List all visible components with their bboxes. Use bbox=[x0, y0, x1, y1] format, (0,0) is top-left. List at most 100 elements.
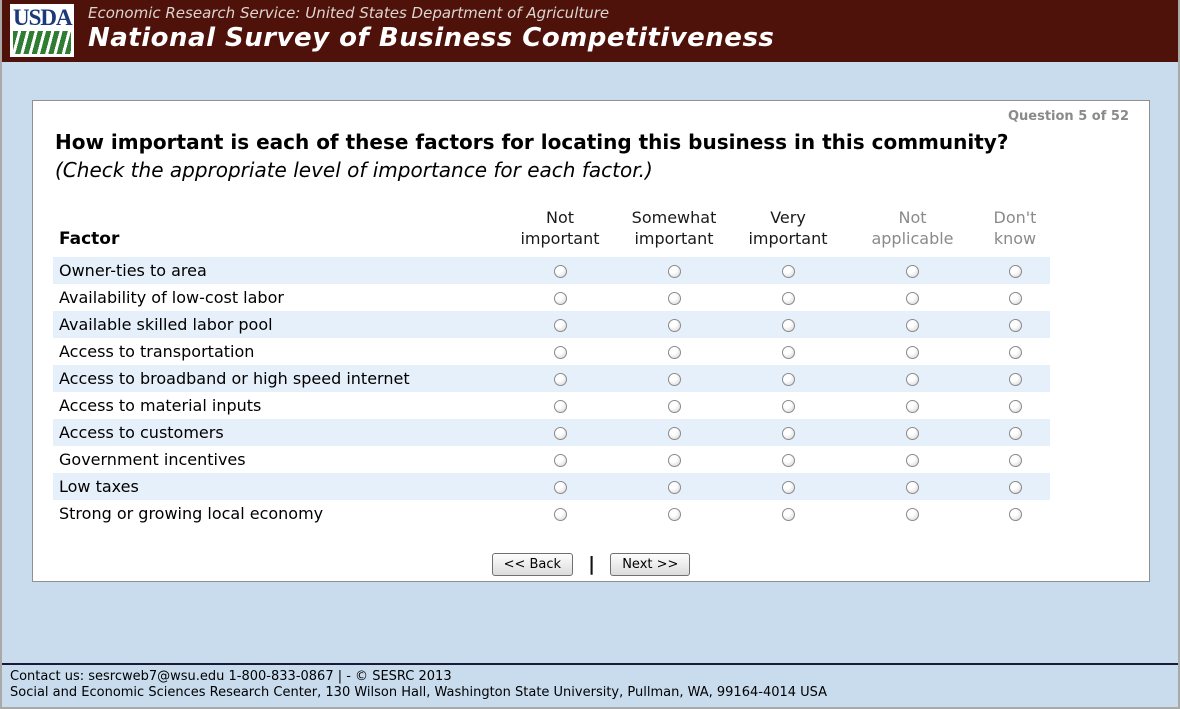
radio-cell bbox=[503, 311, 617, 338]
header-text: Economic Research Service: United States… bbox=[88, 0, 1178, 53]
radio-very-important[interactable] bbox=[781, 345, 795, 359]
radio-cell bbox=[617, 473, 731, 500]
factor-label: Access to material inputs bbox=[59, 395, 262, 415]
next-button[interactable]: Next >> bbox=[610, 553, 691, 577]
table-row: Access to material inputs bbox=[53, 392, 1050, 419]
radio-somewhat-important[interactable] bbox=[667, 291, 681, 305]
radio-not-applicable[interactable] bbox=[906, 345, 919, 359]
radio-very-important[interactable] bbox=[781, 318, 795, 332]
radio-not-important[interactable] bbox=[553, 507, 567, 521]
radio-somewhat-important[interactable] bbox=[667, 426, 681, 440]
radio-not-applicable[interactable] bbox=[906, 507, 919, 521]
factor-label: Access to customers bbox=[59, 422, 224, 442]
radio-not-important[interactable] bbox=[553, 453, 567, 467]
column-header-factor: Factor bbox=[59, 228, 120, 249]
column-header-very-important: Very important bbox=[748, 208, 828, 248]
radio-cell bbox=[503, 419, 617, 446]
radio-very-important[interactable] bbox=[781, 453, 795, 467]
radio-cell bbox=[617, 284, 731, 311]
radio-dont-know[interactable] bbox=[1008, 480, 1022, 494]
question-text: How important is each of these factors f… bbox=[55, 128, 1040, 184]
radio-dont-know[interactable] bbox=[1008, 453, 1022, 467]
button-divider: | bbox=[588, 552, 596, 575]
radio-cell bbox=[503, 338, 617, 365]
radio-cell bbox=[980, 419, 1050, 446]
column-header-not-important: Not important bbox=[520, 208, 600, 248]
radio-somewhat-important[interactable] bbox=[667, 318, 681, 332]
radio-not-important[interactable] bbox=[553, 318, 567, 332]
column-header-somewhat-important: Somewhat important bbox=[631, 208, 717, 248]
nav-buttons: << Back | Next >> bbox=[53, 553, 1129, 577]
radio-cell bbox=[980, 311, 1050, 338]
radio-not-applicable[interactable] bbox=[906, 399, 919, 413]
radio-cell bbox=[980, 284, 1050, 311]
table-row: Access to customers bbox=[53, 418, 1050, 446]
radio-cell bbox=[503, 500, 617, 527]
radio-cell bbox=[845, 473, 980, 500]
radio-cell bbox=[731, 284, 845, 311]
radio-not-applicable[interactable] bbox=[906, 372, 919, 386]
radio-cell bbox=[731, 311, 845, 338]
radio-somewhat-important[interactable] bbox=[667, 453, 681, 467]
radio-cell bbox=[980, 392, 1050, 419]
radio-dont-know[interactable] bbox=[1008, 399, 1022, 413]
back-button[interactable]: << Back bbox=[491, 553, 574, 577]
radio-dont-know[interactable] bbox=[1008, 318, 1022, 332]
table-row: Government incentives bbox=[53, 446, 1050, 473]
radio-very-important[interactable] bbox=[781, 264, 795, 278]
radio-cell bbox=[845, 365, 980, 392]
radio-cell bbox=[980, 500, 1050, 527]
radio-very-important[interactable] bbox=[781, 291, 795, 305]
radio-very-important[interactable] bbox=[781, 507, 795, 521]
radio-not-applicable[interactable] bbox=[906, 264, 919, 278]
radio-cell bbox=[617, 365, 731, 392]
radio-cell bbox=[617, 419, 731, 446]
radio-somewhat-important[interactable] bbox=[667, 264, 681, 278]
radio-not-important[interactable] bbox=[553, 480, 567, 494]
radio-not-applicable[interactable] bbox=[906, 453, 919, 467]
radio-somewhat-important[interactable] bbox=[667, 372, 681, 386]
radio-cell bbox=[980, 473, 1050, 500]
radio-dont-know[interactable] bbox=[1008, 507, 1022, 521]
radio-not-applicable[interactable] bbox=[906, 318, 919, 332]
radio-cell bbox=[503, 473, 617, 500]
radio-not-important[interactable] bbox=[553, 264, 567, 278]
column-header-not-applicable: Not applicable bbox=[871, 208, 954, 248]
radio-not-important[interactable] bbox=[553, 426, 567, 440]
radio-cell bbox=[731, 257, 845, 284]
radio-somewhat-important[interactable] bbox=[667, 399, 681, 413]
radio-very-important[interactable] bbox=[781, 426, 795, 440]
radio-cell bbox=[980, 446, 1050, 473]
usda-logo-text: USDA bbox=[13, 5, 73, 30]
radio-dont-know[interactable] bbox=[1008, 426, 1022, 440]
radio-not-important[interactable] bbox=[553, 372, 567, 386]
radio-very-important[interactable] bbox=[781, 372, 795, 386]
radio-not-important[interactable] bbox=[553, 345, 567, 359]
radio-somewhat-important[interactable] bbox=[667, 345, 681, 359]
radio-dont-know[interactable] bbox=[1008, 372, 1022, 386]
table-row: Availability of low-cost labor bbox=[53, 284, 1050, 311]
radio-cell bbox=[845, 392, 980, 419]
radio-dont-know[interactable] bbox=[1008, 345, 1022, 359]
radio-not-important[interactable] bbox=[553, 291, 567, 305]
radio-not-important[interactable] bbox=[553, 399, 567, 413]
agency-line: Economic Research Service: United States… bbox=[88, 4, 610, 22]
radio-very-important[interactable] bbox=[781, 399, 795, 413]
radio-dont-know[interactable] bbox=[1008, 291, 1022, 305]
radio-cell bbox=[617, 500, 731, 527]
radio-cell bbox=[503, 446, 617, 473]
question-note: (Check the appropriate level of importan… bbox=[55, 158, 653, 182]
table-row: Strong or growing local economy bbox=[53, 500, 1050, 527]
radio-not-applicable[interactable] bbox=[906, 480, 919, 494]
radio-somewhat-important[interactable] bbox=[667, 507, 681, 521]
factor-label: Access to transportation bbox=[59, 341, 255, 361]
radio-not-applicable[interactable] bbox=[906, 291, 919, 305]
radio-very-important[interactable] bbox=[781, 480, 795, 494]
radio-cell bbox=[503, 257, 617, 284]
factor-label: Government incentives bbox=[59, 449, 246, 469]
radio-not-applicable[interactable] bbox=[906, 426, 919, 440]
radio-somewhat-important[interactable] bbox=[667, 480, 681, 494]
radio-dont-know[interactable] bbox=[1008, 264, 1022, 278]
radio-cell bbox=[617, 446, 731, 473]
